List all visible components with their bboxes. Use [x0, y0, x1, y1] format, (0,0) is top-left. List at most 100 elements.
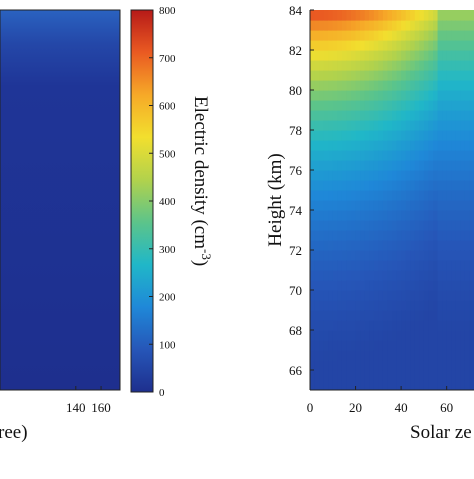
heatmap-cell — [346, 190, 352, 201]
heatmap-cell — [423, 300, 430, 311]
heatmap-cell — [410, 80, 416, 91]
heatmap-cell — [360, 120, 366, 131]
heatmap-cell — [433, 200, 439, 211]
right-y-tick-label: 82 — [289, 43, 302, 58]
heatmap-cell — [360, 280, 366, 291]
heatmap-cell — [319, 40, 325, 51]
heatmap-cell — [419, 380, 425, 390]
heatmap-cell — [341, 150, 348, 161]
heatmap-cell — [392, 50, 398, 61]
heatmap-cell — [405, 40, 411, 51]
heatmap-cell — [446, 180, 452, 191]
heatmap-cell — [373, 10, 379, 21]
left-plot-frame — [0, 9, 121, 391]
heatmap-cell — [469, 150, 474, 161]
heatmap-cell — [396, 200, 402, 211]
heatmap-cell — [469, 310, 474, 321]
heatmap-cell — [378, 40, 384, 51]
heatmap-cell — [314, 310, 320, 321]
heatmap-cell — [428, 190, 434, 201]
heatmap-cell — [351, 230, 357, 241]
heatmap-cell — [355, 380, 361, 390]
heatmap-cell — [401, 350, 407, 361]
heatmap-cell — [346, 310, 352, 321]
heatmap-cell — [364, 40, 370, 51]
heatmap-cell — [451, 330, 457, 341]
heatmap-cell — [337, 250, 343, 261]
heatmap-cell — [310, 250, 316, 261]
heatmap-cell — [392, 40, 398, 51]
heatmap-cell — [446, 310, 452, 321]
heatmap-cell — [405, 90, 411, 101]
heatmap-cell — [442, 270, 448, 281]
heatmap-cell — [355, 80, 361, 91]
heatmap-cell — [341, 10, 348, 21]
heatmap-cell — [319, 50, 325, 61]
heatmap-cell — [451, 140, 457, 151]
heatmap-cell — [346, 150, 352, 161]
heatmap-cell — [405, 330, 411, 341]
heatmap-cell — [328, 280, 334, 291]
heatmap-cell — [446, 160, 452, 171]
heatmap-cell — [401, 240, 407, 251]
heatmap-cell — [451, 240, 457, 251]
heatmap-cell — [387, 50, 393, 61]
heatmap-cell — [414, 130, 420, 141]
heatmap-cell — [442, 290, 448, 301]
heatmap-cell — [387, 40, 393, 51]
heatmap-cell — [446, 170, 452, 181]
heatmap-cell — [332, 250, 338, 261]
heatmap-cell — [392, 90, 398, 101]
heatmap-cell — [451, 160, 457, 171]
heatmap-cell — [351, 160, 357, 171]
heatmap-cell — [451, 230, 457, 241]
heatmap-cell — [341, 130, 348, 141]
heatmap-cell — [378, 230, 384, 241]
heatmap-cell — [346, 70, 352, 81]
heatmap-cell — [405, 280, 411, 291]
heatmap-cell — [355, 100, 361, 111]
heatmap-cell — [351, 120, 357, 131]
heatmap-cell — [364, 160, 370, 171]
heatmap-cell — [310, 140, 316, 151]
heatmap-cell — [460, 240, 466, 251]
heatmap-cell — [451, 130, 457, 141]
heatmap-cell — [414, 230, 420, 241]
heatmap-cell — [414, 110, 420, 121]
heatmap-cell — [442, 160, 448, 171]
colorbar-tick-label: 700 — [159, 53, 176, 65]
heatmap-cell — [410, 230, 416, 241]
heatmap-cell — [451, 320, 457, 331]
heatmap-cell — [332, 380, 338, 390]
heatmap-cell — [364, 120, 370, 131]
heatmap-cell — [323, 100, 329, 111]
heatmap-cell — [414, 20, 420, 31]
colorbar-tick-label: 500 — [159, 148, 176, 160]
heatmap-cell — [419, 50, 425, 61]
heatmap-cell — [332, 310, 338, 321]
heatmap-cell — [428, 70, 434, 81]
heatmap-cell — [428, 320, 434, 331]
heatmap-cell — [360, 290, 366, 301]
heatmap-cell — [460, 290, 466, 301]
heatmap-cell — [419, 80, 425, 91]
heatmap-cell — [364, 130, 370, 141]
heatmap-cell — [341, 60, 348, 71]
heatmap-cell — [355, 210, 361, 221]
heatmap-cell — [396, 160, 402, 171]
heatmap-cell — [451, 360, 457, 371]
right-y-tick-label: 84 — [289, 3, 303, 18]
heatmap-cell — [428, 170, 434, 181]
heatmap-cell — [469, 20, 474, 31]
heatmap-cell — [310, 320, 316, 331]
heatmap-cell — [369, 100, 375, 111]
heatmap-cell — [319, 230, 325, 241]
heatmap-cell — [323, 230, 329, 241]
heatmap-cell — [360, 110, 366, 121]
heatmap-cell — [387, 320, 393, 331]
heatmap-cell — [351, 340, 357, 351]
heatmap-cell — [346, 260, 352, 271]
heatmap-cell — [405, 320, 411, 331]
heatmap-cell — [392, 140, 398, 151]
heatmap-cell — [455, 80, 461, 91]
